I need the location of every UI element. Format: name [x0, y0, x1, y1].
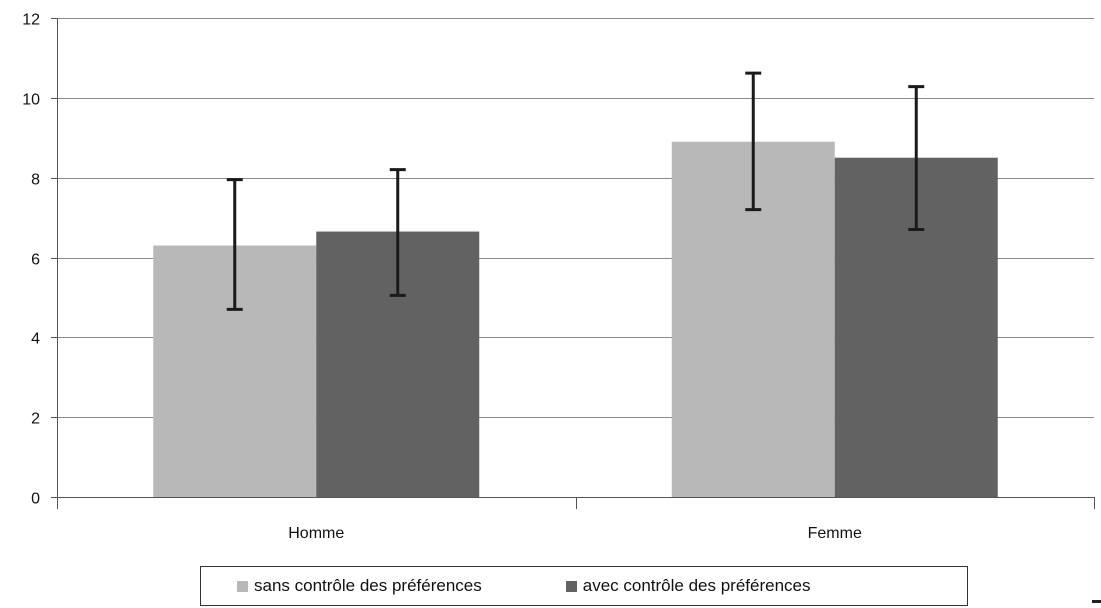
- y-tick-label: 8: [31, 172, 40, 189]
- edge-mark: [1092, 600, 1101, 603]
- y-axis-ticks: 0 2 4 6 8 10 12: [22, 12, 57, 508]
- x-category-label: Femme: [808, 525, 862, 542]
- legend-label-series-2: avec contrôle des préférences: [583, 576, 811, 596]
- y-tick-label: 10: [22, 92, 40, 109]
- legend-swatch-series-2: [566, 581, 577, 592]
- y-tick-label: 4: [31, 331, 40, 348]
- legend-item-series-1: sans contrôle des préférences: [237, 576, 482, 596]
- legend-item-series-2: avec contrôle des préférences: [566, 576, 811, 596]
- y-tick-label: 2: [31, 411, 40, 428]
- y-tick-label: 0: [31, 491, 40, 508]
- bars: [153, 142, 998, 497]
- x-axis-categories: Homme Femme: [288, 525, 862, 542]
- legend: sans contrôle des préférences avec contr…: [200, 566, 968, 606]
- x-category-label: Homme: [288, 525, 344, 542]
- legend-label-series-1: sans contrôle des préférences: [254, 576, 482, 596]
- bar-chart: 0 2 4 6 8 10 12 Homme Femme: [0, 0, 1101, 560]
- legend-swatch-series-1: [237, 581, 248, 592]
- y-tick-label: 6: [31, 252, 40, 269]
- y-tick-label: 12: [22, 12, 40, 29]
